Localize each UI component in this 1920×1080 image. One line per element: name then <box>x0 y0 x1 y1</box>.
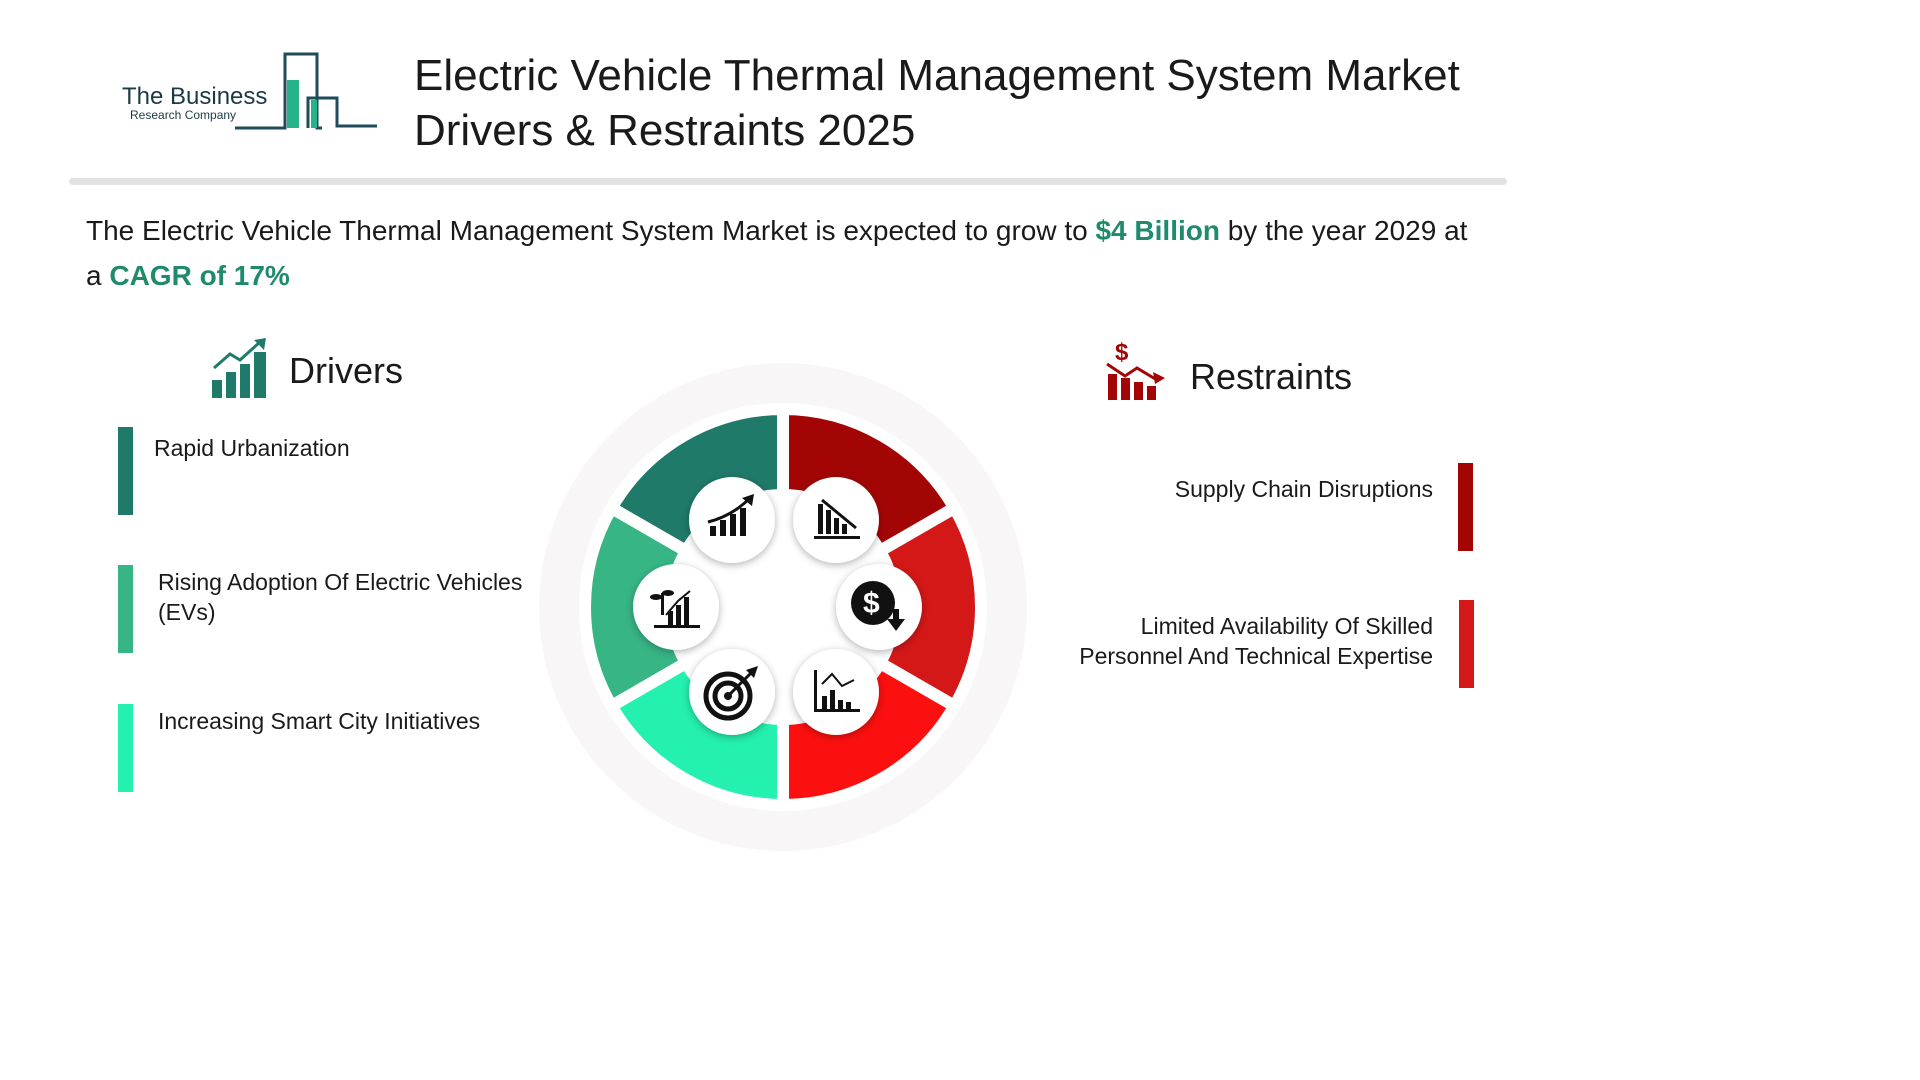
restraint-bar-1 <box>1458 463 1473 551</box>
restraint-bar-2 <box>1459 600 1474 688</box>
market-summary: The Electric Vehicle Thermal Management … <box>86 208 1486 298</box>
svg-text:$: $ <box>863 587 880 620</box>
driver-bar-1 <box>118 427 133 515</box>
drivers-restraints-wheel: $ <box>539 363 1027 851</box>
brand-sub: Research Company <box>130 108 237 122</box>
summary-text-2: by the year 2029 at a <box>86 215 1468 291</box>
market-value: $4 Billion <box>1095 215 1220 246</box>
divider <box>69 178 1507 185</box>
declining-line-chart-icon <box>793 649 879 735</box>
dollar-down-icon: $ <box>836 564 922 650</box>
restraints-heading: Restraints <box>1190 356 1353 397</box>
restraint-item-1: Supply Chain Disruptions <box>1174 476 1433 502</box>
page-title: Electric Vehicle Thermal Management Syst… <box>414 48 1460 158</box>
drivers-heading: Drivers <box>289 350 403 391</box>
driver-bar-3 <box>118 704 133 792</box>
brand-name: The Business <box>122 83 268 110</box>
plant-growth-chart-icon <box>633 564 719 650</box>
restraint-item-2: Limited Availability Of Skilled Personne… <box>1079 613 1433 669</box>
driver-bar-2 <box>118 565 133 653</box>
svg-text:$: $ <box>1115 339 1129 366</box>
growth-chart-icon <box>212 338 266 398</box>
cagr-value: CAGR of 17% <box>109 260 290 291</box>
declining-bars-icon <box>793 477 879 563</box>
driver-item-3: Increasing Smart City Initiatives <box>158 708 481 734</box>
driver-item-2: Rising Adoption Of Electric Vehicles (EV… <box>158 569 523 625</box>
brand-logo: The Business Research Company <box>120 52 380 132</box>
logo-buildings-icon <box>235 52 377 130</box>
growth-chart-icon <box>689 477 775 563</box>
driver-item-1: Rapid Urbanization <box>154 435 350 461</box>
summary-text: The Electric Vehicle Thermal Management … <box>86 215 1096 246</box>
title-line-2: Drivers & Restraints 2025 <box>414 106 916 155</box>
dollar-decline-chart-icon: $ <box>1106 339 1165 400</box>
title-line-1: Electric Vehicle Thermal Management Syst… <box>414 51 1460 100</box>
target-arrow-icon <box>689 649 775 735</box>
